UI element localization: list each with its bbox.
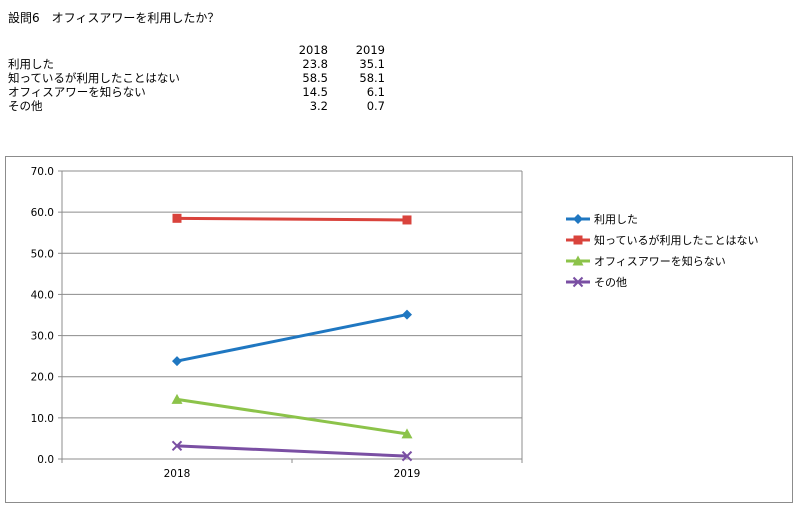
data-point	[402, 215, 412, 225]
series-line-0	[176, 313, 408, 363]
legend-label: 知っているが利用したことはない	[594, 233, 758, 247]
y-tick-label: 60.0	[31, 207, 54, 219]
series-line-3	[176, 444, 408, 458]
question-title: 設問6 オフィスアワーを利用したか？	[8, 11, 220, 25]
table-cell: 14.5	[302, 85, 328, 99]
y-tick-label: 70.0	[31, 166, 54, 178]
table-row-label: 知っているが利用したことはない	[8, 71, 180, 85]
x-tick-label: 2019	[394, 468, 421, 480]
table-cell: 35.1	[359, 57, 385, 71]
data-point	[401, 450, 413, 462]
table-row-label: その他	[8, 99, 43, 113]
legend-label: 利用した	[594, 213, 638, 226]
data-point	[172, 213, 182, 223]
table-header-2018: 2018	[298, 43, 328, 57]
table-row-label: 利用した	[8, 57, 54, 71]
legend-marker	[573, 235, 583, 245]
table-row-label: オフィスアワーを知らない	[8, 85, 146, 99]
legend-label: オフィスアワーを知らない	[594, 254, 726, 268]
legend-marker	[572, 276, 584, 288]
chart-frame	[5, 156, 793, 503]
table-cell: 3.2	[309, 99, 328, 113]
data-point	[171, 440, 183, 452]
data-point	[401, 428, 413, 439]
table-cell: 0.7	[366, 99, 385, 113]
table-cell: 23.8	[302, 57, 328, 71]
table-cell: 58.1	[359, 71, 385, 85]
data-point	[402, 309, 412, 320]
data-point	[171, 393, 183, 404]
x-tick-label: 2018	[164, 468, 191, 480]
y-tick-label: 0.0	[37, 454, 54, 466]
legend-label: その他	[594, 276, 627, 289]
table-cell: 6.1	[366, 85, 385, 99]
table-cell: 58.5	[302, 71, 328, 85]
table-header-2019: 2019	[355, 43, 385, 57]
y-tick-label: 50.0	[31, 248, 54, 260]
y-tick-label: 40.0	[31, 289, 54, 301]
y-tick-label: 10.0	[31, 413, 54, 425]
y-tick-label: 30.0	[31, 331, 54, 343]
legend-marker	[573, 214, 583, 224]
y-tick-label: 20.0	[31, 372, 54, 384]
series-line-2	[176, 397, 408, 436]
data-point	[172, 356, 182, 367]
series-line-1	[176, 216, 408, 222]
legend-marker	[572, 255, 584, 266]
